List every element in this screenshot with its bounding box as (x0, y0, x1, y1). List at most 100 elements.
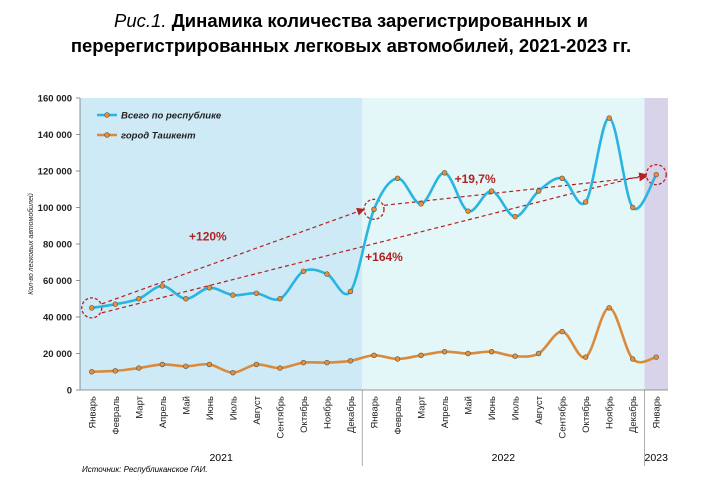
x-tick-label: Октябрь (299, 396, 310, 433)
annotation-label: +164% (365, 250, 403, 264)
x-tick-label: Май (181, 396, 192, 415)
data-point (183, 363, 189, 369)
y-tick-label: 20 000 (43, 349, 72, 360)
data-point (418, 201, 424, 207)
x-tick-label: Март (134, 395, 145, 418)
data-point (300, 268, 307, 275)
y-tick-label: 160 000 (38, 94, 72, 105)
chart-title: Рис.1. Динамика количества зарегистриров… (0, 8, 702, 58)
data-point (206, 361, 213, 368)
x-tick-label: Апрель (158, 396, 169, 428)
data-point (347, 288, 354, 295)
y-axis-label: Кол-во легковых автомобилей (27, 193, 35, 295)
data-point (206, 285, 213, 291)
data-point (535, 188, 542, 194)
x-tick-label: Июнь (205, 396, 216, 420)
source-note: Источник: Республиканское ГАИ. (82, 465, 208, 474)
data-point (582, 354, 589, 360)
x-tick-label: Декабрь (628, 396, 639, 433)
data-point (559, 328, 565, 335)
data-point (559, 175, 565, 182)
data-point (488, 188, 495, 194)
year-band-2023 (644, 98, 668, 390)
data-point (488, 348, 495, 355)
x-tick-label: Ноябрь (322, 396, 333, 429)
y-tick-label: 60 000 (43, 276, 72, 287)
title-prefix: Рис.1. (114, 10, 167, 31)
data-point (371, 206, 377, 213)
x-tick-label: Сентябрь (558, 396, 569, 439)
data-point (112, 368, 118, 374)
legend-label: Всего по республике (121, 111, 222, 122)
data-point (230, 292, 236, 298)
x-tick-label: Март (417, 395, 428, 418)
data-point (394, 356, 401, 362)
x-tick-label: Апрель (440, 396, 451, 428)
annotation-label: +19,7% (455, 172, 496, 186)
data-point (112, 301, 118, 307)
annotation-label: +120% (189, 230, 227, 244)
x-tick-label: Октябрь (581, 396, 592, 433)
data-point (347, 358, 354, 364)
data-point (324, 271, 330, 277)
legend-label: город Ташкент (121, 131, 196, 142)
y-tick-label: 140 000 (38, 130, 72, 141)
trend-arrow (101, 207, 365, 305)
x-tick-label: Июль (228, 396, 239, 420)
year-band-2022 (362, 98, 645, 390)
data-point (653, 171, 659, 178)
data-point (253, 361, 260, 368)
year-label: 2021 (209, 452, 233, 464)
year-label: 2022 (492, 452, 516, 464)
data-point (300, 359, 307, 366)
data-point (465, 208, 471, 214)
data-point (277, 365, 283, 371)
y-tick-label: 120 000 (38, 167, 72, 178)
data-point (89, 369, 95, 375)
data-point (324, 359, 330, 366)
legend-swatch-marker (104, 112, 110, 118)
x-tick-label: Февраль (393, 396, 404, 435)
data-point (465, 350, 471, 357)
trend-arrow (101, 172, 648, 314)
trend-arrow (383, 173, 648, 206)
data-point (89, 305, 95, 311)
data-point (159, 283, 166, 289)
data-point (582, 199, 589, 205)
x-tick-label: Июль (511, 396, 522, 420)
data-point (183, 296, 189, 302)
x-tick-label: Декабрь (346, 396, 357, 433)
data-point (136, 296, 142, 302)
title-line2: перерегистрированных легковых автомобиле… (70, 35, 632, 56)
data-point (253, 290, 260, 296)
x-tick-label: Январь (87, 396, 98, 429)
data-point (136, 365, 142, 371)
x-tick-label: Июнь (487, 396, 498, 420)
data-point (606, 305, 612, 311)
data-point (418, 352, 424, 359)
x-tick-label: Сентябрь (275, 396, 286, 439)
data-point (441, 170, 448, 176)
x-tick-label: Ноябрь (605, 396, 616, 429)
year-label: 2023 (645, 452, 669, 464)
data-point (512, 213, 518, 220)
highlight-circle (81, 297, 103, 319)
data-point (371, 352, 377, 359)
data-point (394, 175, 401, 182)
data-point (630, 356, 636, 362)
data-point (230, 369, 236, 376)
legend-swatch-marker (104, 132, 110, 138)
y-tick-label: 40 000 (43, 313, 72, 324)
data-point (606, 115, 612, 121)
data-point (653, 354, 659, 360)
x-tick-label: Август (252, 395, 263, 424)
title-line1: Динамика количества зарегистрированных и (171, 10, 588, 31)
data-point (441, 348, 448, 355)
y-tick-label: 100 000 (38, 203, 72, 214)
year-band-2021 (80, 98, 363, 390)
data-point (159, 361, 166, 368)
data-point (512, 353, 518, 359)
data-point (630, 204, 636, 211)
y-tick-label: 80 000 (43, 240, 72, 251)
